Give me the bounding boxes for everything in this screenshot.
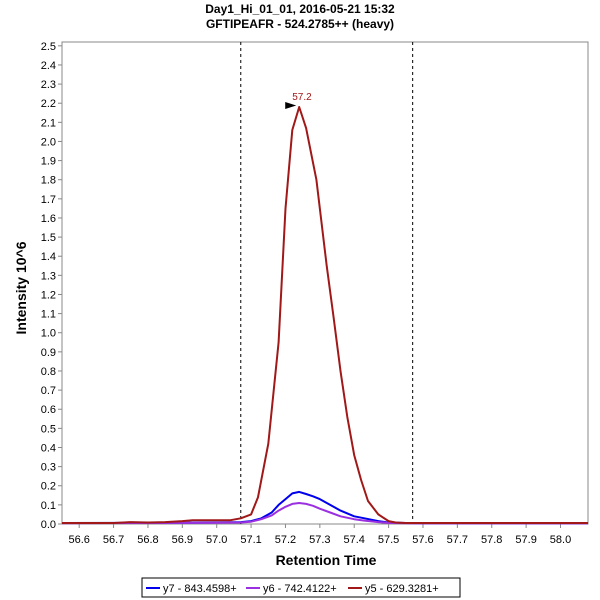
chart-title: Day1_Hi_01_01, 2016-05-21 15:32 bbox=[205, 2, 395, 16]
y-tick-label: 0.2 bbox=[41, 481, 56, 493]
x-tick-label: 57.4 bbox=[344, 534, 365, 546]
series-line bbox=[61, 502, 588, 525]
series-lines bbox=[61, 106, 588, 525]
x-tick-label: 57.6 bbox=[412, 534, 433, 546]
x-tick-label: 57.9 bbox=[515, 534, 536, 546]
plot-area bbox=[61, 41, 589, 525]
y-tick-label: 0.3 bbox=[41, 462, 56, 474]
y-tick-label: 1.7 bbox=[41, 194, 56, 206]
y-tick-label: 2.5 bbox=[41, 41, 56, 53]
legend-entry: y5 - 629.3281+ bbox=[365, 583, 439, 595]
peak-label: 57.2 bbox=[292, 92, 312, 103]
y-tick-label: 1.5 bbox=[41, 232, 56, 244]
x-tick-label: 57.8 bbox=[481, 534, 502, 546]
y-tick-label: 0.9 bbox=[41, 347, 56, 359]
x-axis-title: Retention Time bbox=[276, 552, 377, 568]
peak-annotation: 57.2 bbox=[285, 92, 312, 110]
integration-boundaries bbox=[240, 42, 414, 524]
legend-entry: y7 - 843.4598+ bbox=[163, 583, 237, 595]
x-tick-label: 57.0 bbox=[206, 534, 227, 546]
y-tick-label: 1.0 bbox=[41, 328, 56, 340]
x-tick-label: 57.7 bbox=[447, 534, 468, 546]
y-tick-label: 1.4 bbox=[41, 251, 56, 263]
x-tick-label: 57.5 bbox=[378, 534, 399, 546]
y-tick-label: 2.0 bbox=[41, 136, 56, 148]
x-tick-label: 57.2 bbox=[275, 534, 296, 546]
x-tick-label: 56.7 bbox=[103, 534, 124, 546]
peak-arrow-icon bbox=[285, 102, 297, 110]
x-axis: 56.6 56.7 56.8 56.9 57.0 57.1 57.2 57.3 57.4 57.5… bbox=[68, 524, 571, 546]
y-tick-label: 2.1 bbox=[41, 117, 56, 129]
y-axis: 0.0 0.1 0.2 0.3 0.4 0.5 0.6 0.7 0.8 0.9 1.0 1.1 1.2 1… bbox=[41, 41, 62, 531]
y-tick-label: 2.4 bbox=[41, 60, 56, 72]
y-tick-label: 0.6 bbox=[41, 404, 56, 416]
y-tick-label: 0.4 bbox=[41, 442, 56, 454]
x-tick-label: 57.1 bbox=[240, 534, 261, 546]
y-tick-label: 1.9 bbox=[41, 156, 56, 168]
y-tick-label: 0.7 bbox=[41, 385, 56, 397]
y-tick-label: 2.3 bbox=[41, 79, 56, 91]
x-tick-label: 58.0 bbox=[550, 534, 571, 546]
y-tick-label: 0.0 bbox=[41, 519, 56, 531]
x-tick-label: 56.9 bbox=[172, 534, 193, 546]
x-tick-label: 57.3 bbox=[309, 534, 330, 546]
y-tick-label: 1.3 bbox=[41, 270, 56, 282]
y-tick-label: 0.8 bbox=[41, 366, 56, 378]
chart-subtitle: GFTIPEAFR - 524.2785++ (heavy) bbox=[206, 17, 394, 31]
y-tick-label: 0.5 bbox=[41, 423, 56, 435]
legend-entry: y6 - 742.4122+ bbox=[263, 583, 337, 595]
y-axis-title: Intensity 10^6 bbox=[13, 241, 29, 334]
y-tick-label: 1.2 bbox=[41, 289, 56, 301]
y-tick-label: 2.2 bbox=[41, 98, 56, 110]
y-tick-label: 1.6 bbox=[41, 213, 56, 225]
y-tick-label: 1.1 bbox=[41, 309, 56, 321]
series-line bbox=[62, 106, 588, 524]
x-tick-label: 56.8 bbox=[137, 534, 158, 546]
legend: y7 - 843.4598+ y6 - 742.4122+ y5 - 629.328… bbox=[146, 583, 439, 595]
legend-box bbox=[141, 577, 461, 598]
y-tick-label: 1.8 bbox=[41, 175, 56, 187]
x-tick-label: 56.6 bbox=[68, 534, 89, 546]
y-tick-label: 0.1 bbox=[41, 500, 56, 512]
